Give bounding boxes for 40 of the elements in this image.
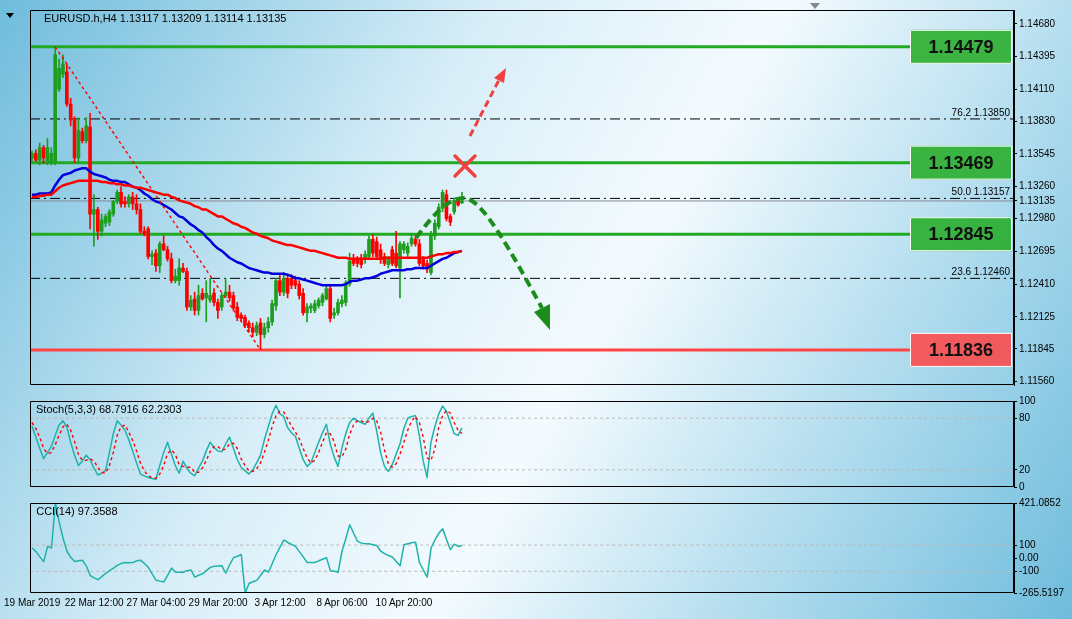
y-tick-label: 1.12695 [1019, 245, 1056, 257]
y-tick-label: 1.11560 [1019, 375, 1055, 387]
y-tick-label: 1.13260 [1019, 180, 1056, 192]
y-tick-label: 0.00 [1019, 551, 1039, 563]
y-tick-label: 0 [1019, 480, 1025, 492]
y-tick-label: 1.12410 [1019, 277, 1056, 289]
chart-title: Stoch(5,3,3) 68.7916 62.2303 [36, 402, 182, 415]
ref-line-label: 1.14479 [928, 36, 994, 57]
y-tick-label: 100 [1019, 538, 1037, 550]
ref-line-label: 1.12845 [928, 224, 994, 245]
y-tick-label: 1.14110 [1019, 82, 1055, 94]
y-tick-label: 100 [1019, 394, 1037, 406]
y-tick-label: 1.13545 [1019, 147, 1056, 159]
candlestick [150, 250, 154, 265]
x-tick-label: 3 Apr 12:00 [254, 596, 307, 608]
y-tick-label: 1.13830 [1019, 114, 1056, 126]
x-tick-label: 27 Mar 04:00 [126, 596, 186, 608]
x-tick-label: 29 Mar 20:00 [188, 596, 248, 608]
y-tick-label: 1.11845 [1019, 342, 1055, 354]
y-tick-label: 1.14395 [1019, 50, 1056, 62]
y-tick-label: 20 [1019, 463, 1031, 475]
y-tick-label: -100 [1019, 565, 1040, 577]
y-tick-label: 421.0852 [1019, 496, 1062, 508]
ref-line-label: 1.13469 [928, 152, 994, 173]
ref-line-label: 23.6 1.12460 [951, 266, 1011, 278]
candlestick [204, 280, 209, 323]
x-tick-label: 8 Apr 06:00 [316, 596, 368, 608]
chart-title: EURUSD.h,H4 1.13117 1.13209 1.13114 1.13135 [44, 11, 287, 24]
ref-line-label: 1.11836 [928, 339, 994, 360]
y-tick-label: 1.12125 [1019, 310, 1056, 322]
y-tick-label: -265.5197 [1019, 586, 1065, 598]
x-tick-label: 19 Mar 2019 [4, 596, 61, 608]
y-tick-label: 80 [1019, 411, 1031, 423]
x-tick-label: 10 Apr 20:00 [375, 596, 433, 608]
y-tick-label: 1.14680 [1019, 17, 1056, 29]
y-tick-label: 1.12980 [1019, 212, 1056, 224]
ref-line-label: 50.0 1.13157 [951, 186, 1011, 198]
ref-line-label: 76.2 1.13850 [951, 106, 1011, 118]
x-tick-label: 22 Mar 12:00 [64, 596, 124, 608]
y-tick-label: 1.13135 [1019, 194, 1056, 206]
